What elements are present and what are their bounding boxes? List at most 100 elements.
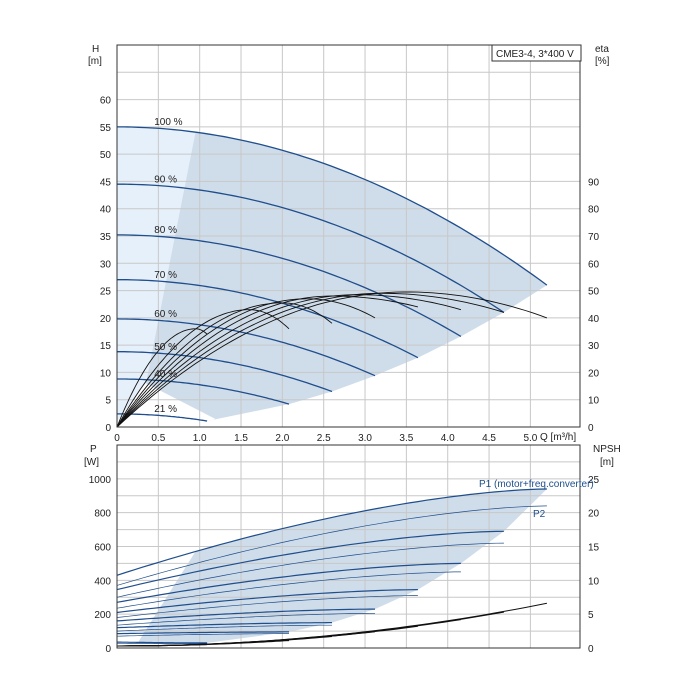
head-tick-label: 0 <box>105 423 111 434</box>
head-tick-label: 50 <box>100 150 112 161</box>
head-tick-label: 25 <box>100 287 112 298</box>
npsh-tick-label: 10 <box>588 576 600 587</box>
head-tick-label: 60 <box>100 96 112 107</box>
npsh-axis-label: NPSH <box>593 444 621 455</box>
power-tick-label: 200 <box>94 610 111 621</box>
p1-curve <box>116 589 418 614</box>
x-tick-label: 4.0 <box>441 433 455 444</box>
p1-curve <box>116 562 461 603</box>
eta-tick-label: 70 <box>588 232 600 243</box>
power-tick-label: 0 <box>105 644 111 655</box>
head-tick-label: 30 <box>100 259 112 270</box>
p2-series-label: P2 <box>533 509 546 520</box>
speed-curve <box>117 378 290 405</box>
eta-tick-label: 50 <box>588 287 600 298</box>
npsh-tick-label: 0 <box>588 644 594 655</box>
p1-curve <box>117 641 208 644</box>
eta-curve <box>116 295 419 428</box>
p1-series-label: P1 (motor+freq.converter) <box>479 479 594 490</box>
p2-curve <box>116 612 375 626</box>
eta-tick-label: 20 <box>588 368 600 379</box>
eta-tick-label: 90 <box>588 177 600 188</box>
eta-tick-label: 0 <box>588 423 594 434</box>
speed-curve-label: 70 % <box>154 270 177 281</box>
x-tick-label: 2.0 <box>275 433 289 444</box>
eta-curve <box>116 328 208 428</box>
speed-curve-label: 80 % <box>154 225 177 236</box>
eta-tick-label: 30 <box>588 341 600 352</box>
speed-curve <box>117 413 208 422</box>
operating-range-band <box>117 126 547 643</box>
head-tick-label: 40 <box>100 205 112 216</box>
head-tick-label: 35 <box>100 232 112 243</box>
power-band <box>137 489 547 643</box>
p1-curve <box>116 488 547 576</box>
eta-tick-label: 10 <box>588 396 600 407</box>
power-tick-label: 600 <box>94 543 111 554</box>
speed-curve <box>117 351 333 393</box>
p2-curve <box>116 542 504 598</box>
npsh-tick-label: 15 <box>588 543 600 554</box>
eta-curve <box>116 302 333 428</box>
panel-frames <box>116 44 581 649</box>
head-tick-label: 20 <box>100 314 112 325</box>
npsh-axis-unit: [m] <box>600 457 614 468</box>
speed-curve <box>117 234 462 337</box>
head-band-light <box>117 126 196 422</box>
p2-curve <box>117 642 208 645</box>
p2-curve <box>116 595 418 618</box>
head-axis-label: H <box>92 44 99 55</box>
curve-layer: 100 %90 %80 %70 %60 %50 %40 %21 % <box>116 117 548 647</box>
npsh-curve <box>117 644 208 647</box>
x-tick-label: 3.5 <box>399 433 413 444</box>
p1-curve <box>117 631 289 635</box>
eta-curve <box>116 298 376 428</box>
power-tick-label: 400 <box>94 576 111 587</box>
model-legend-box <box>491 44 582 62</box>
p1-curve <box>116 622 332 629</box>
speed-curve-label: 60 % <box>154 309 177 320</box>
power-tick-label: 800 <box>94 509 111 520</box>
eta-curve <box>116 294 462 428</box>
eta-axis-label: eta <box>595 44 609 55</box>
eta-axis-unit: [%] <box>595 56 610 67</box>
eta-curve <box>116 309 290 428</box>
p2-curve <box>116 624 332 632</box>
x-tick-label: 1.5 <box>234 433 248 444</box>
x-tick-label: 4.5 <box>482 433 496 444</box>
p2-curve <box>116 571 461 609</box>
x-tick-label: 1.0 <box>193 433 207 444</box>
x-tick-label: 0.5 <box>151 433 165 444</box>
speed-curve-label: 50 % <box>154 342 177 353</box>
power-tick-label: 1000 <box>89 475 112 486</box>
head-tick-label: 10 <box>100 368 112 379</box>
power-axis-label: P <box>90 444 97 455</box>
speed-curve <box>117 279 419 359</box>
head-axis-unit: [m] <box>88 56 102 67</box>
x-tick-label: 3.0 <box>358 433 372 444</box>
head-tick-label: 55 <box>100 123 112 134</box>
power-panel-frame <box>116 444 581 649</box>
eta-tick-label: 60 <box>588 259 600 270</box>
head-tick-label: 15 <box>100 341 112 352</box>
head-tick-label: 45 <box>100 177 112 188</box>
p1-curve <box>116 530 504 591</box>
p1-curve <box>116 608 375 622</box>
head-panel-frame <box>116 44 581 428</box>
flow-axis-label: Q [m³/h] <box>540 432 576 443</box>
eta-curve <box>116 292 505 428</box>
speed-curve-label: 21 % <box>154 404 177 415</box>
eta-tick-label: 40 <box>588 314 600 325</box>
x-tick-label: 2.5 <box>317 433 331 444</box>
model-legend-text: CME3-4, 3*400 V <box>496 49 574 60</box>
speed-curve <box>117 183 505 313</box>
head-tick-label: 5 <box>105 396 111 407</box>
speed-curve <box>117 126 548 286</box>
x-tick-label: 0 <box>114 433 120 444</box>
p2-curve <box>116 505 547 586</box>
npsh-tick-label: 5 <box>588 610 594 621</box>
npsh-tick-label: 20 <box>588 509 600 520</box>
tick-labels: 0 0.5 1.0 1.5 2.0 2.5 3.0 3.5 4.0 4.5 5.0 0 5 10 15 20 2… <box>89 96 600 655</box>
speed-curve-label: 100 % <box>154 117 182 128</box>
